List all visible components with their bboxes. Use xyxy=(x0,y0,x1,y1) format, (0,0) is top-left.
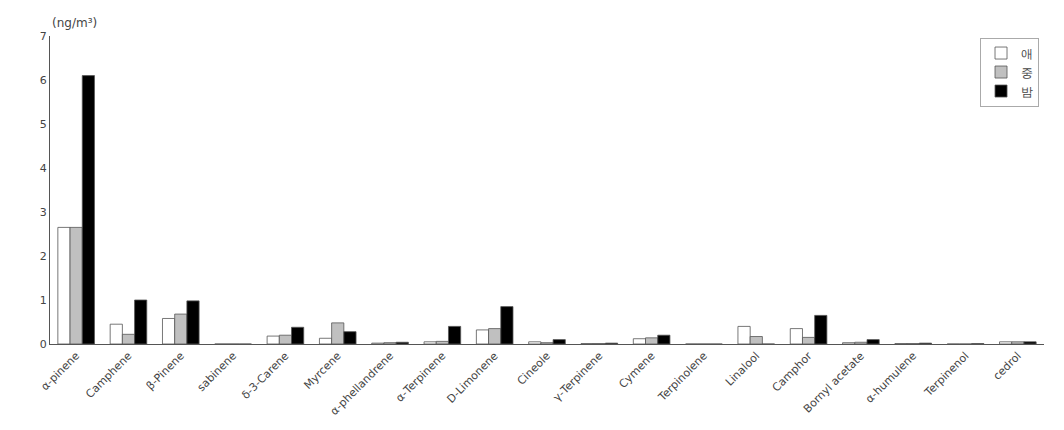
svg-text:Terpinolene: Terpinolene xyxy=(655,349,710,404)
svg-text:cedrol: cedrol xyxy=(991,350,1024,383)
svg-text:α-pinene: α-pinene xyxy=(39,349,83,393)
svg-text:Myrcene: Myrcene xyxy=(301,349,343,391)
svg-text:0: 0 xyxy=(40,338,47,351)
svg-text:Terpinenol: Terpinenol xyxy=(922,350,972,400)
svg-text:Linalool: Linalool xyxy=(723,350,762,389)
svg-text:α-Terpinene: α-Terpinene xyxy=(393,349,448,404)
svg-text:γ-Terpinene: γ-Terpinene xyxy=(551,349,606,404)
svg-text:α-phellandrene: α-phellandrene xyxy=(328,349,396,417)
svg-text:6: 6 xyxy=(40,74,47,87)
svg-text:β-Pinene: β-Pinene xyxy=(144,349,187,392)
svg-text:5: 5 xyxy=(40,118,47,131)
svg-text:Bornyl acetate: Bornyl acetate xyxy=(801,349,867,415)
svg-text:3: 3 xyxy=(40,206,47,219)
svg-text:4: 4 xyxy=(40,162,47,175)
svg-text:중: 중 xyxy=(1021,66,1033,80)
svg-text:(ng/m³): (ng/m³) xyxy=(52,16,97,30)
svg-text:7: 7 xyxy=(40,30,47,43)
svg-text:Camphene: Camphene xyxy=(83,349,134,400)
svg-text:Cymene: Cymene xyxy=(616,349,657,390)
svg-text:sabinene: sabinene xyxy=(195,349,240,394)
svg-text:α-humulene: α-humulene xyxy=(863,349,919,405)
svg-text:1: 1 xyxy=(40,294,47,307)
svg-text:Camphor: Camphor xyxy=(770,349,815,394)
svg-text:D-Limonene: D-Limonene xyxy=(444,349,500,405)
svg-text:2: 2 xyxy=(40,250,47,263)
svg-text:밤: 밤 xyxy=(1021,85,1033,99)
svg-text:Cineole: Cineole xyxy=(515,349,553,387)
svg-text:애: 애 xyxy=(1021,47,1033,61)
svg-text:δ-3-Carene: δ-3-Carene xyxy=(239,349,291,401)
